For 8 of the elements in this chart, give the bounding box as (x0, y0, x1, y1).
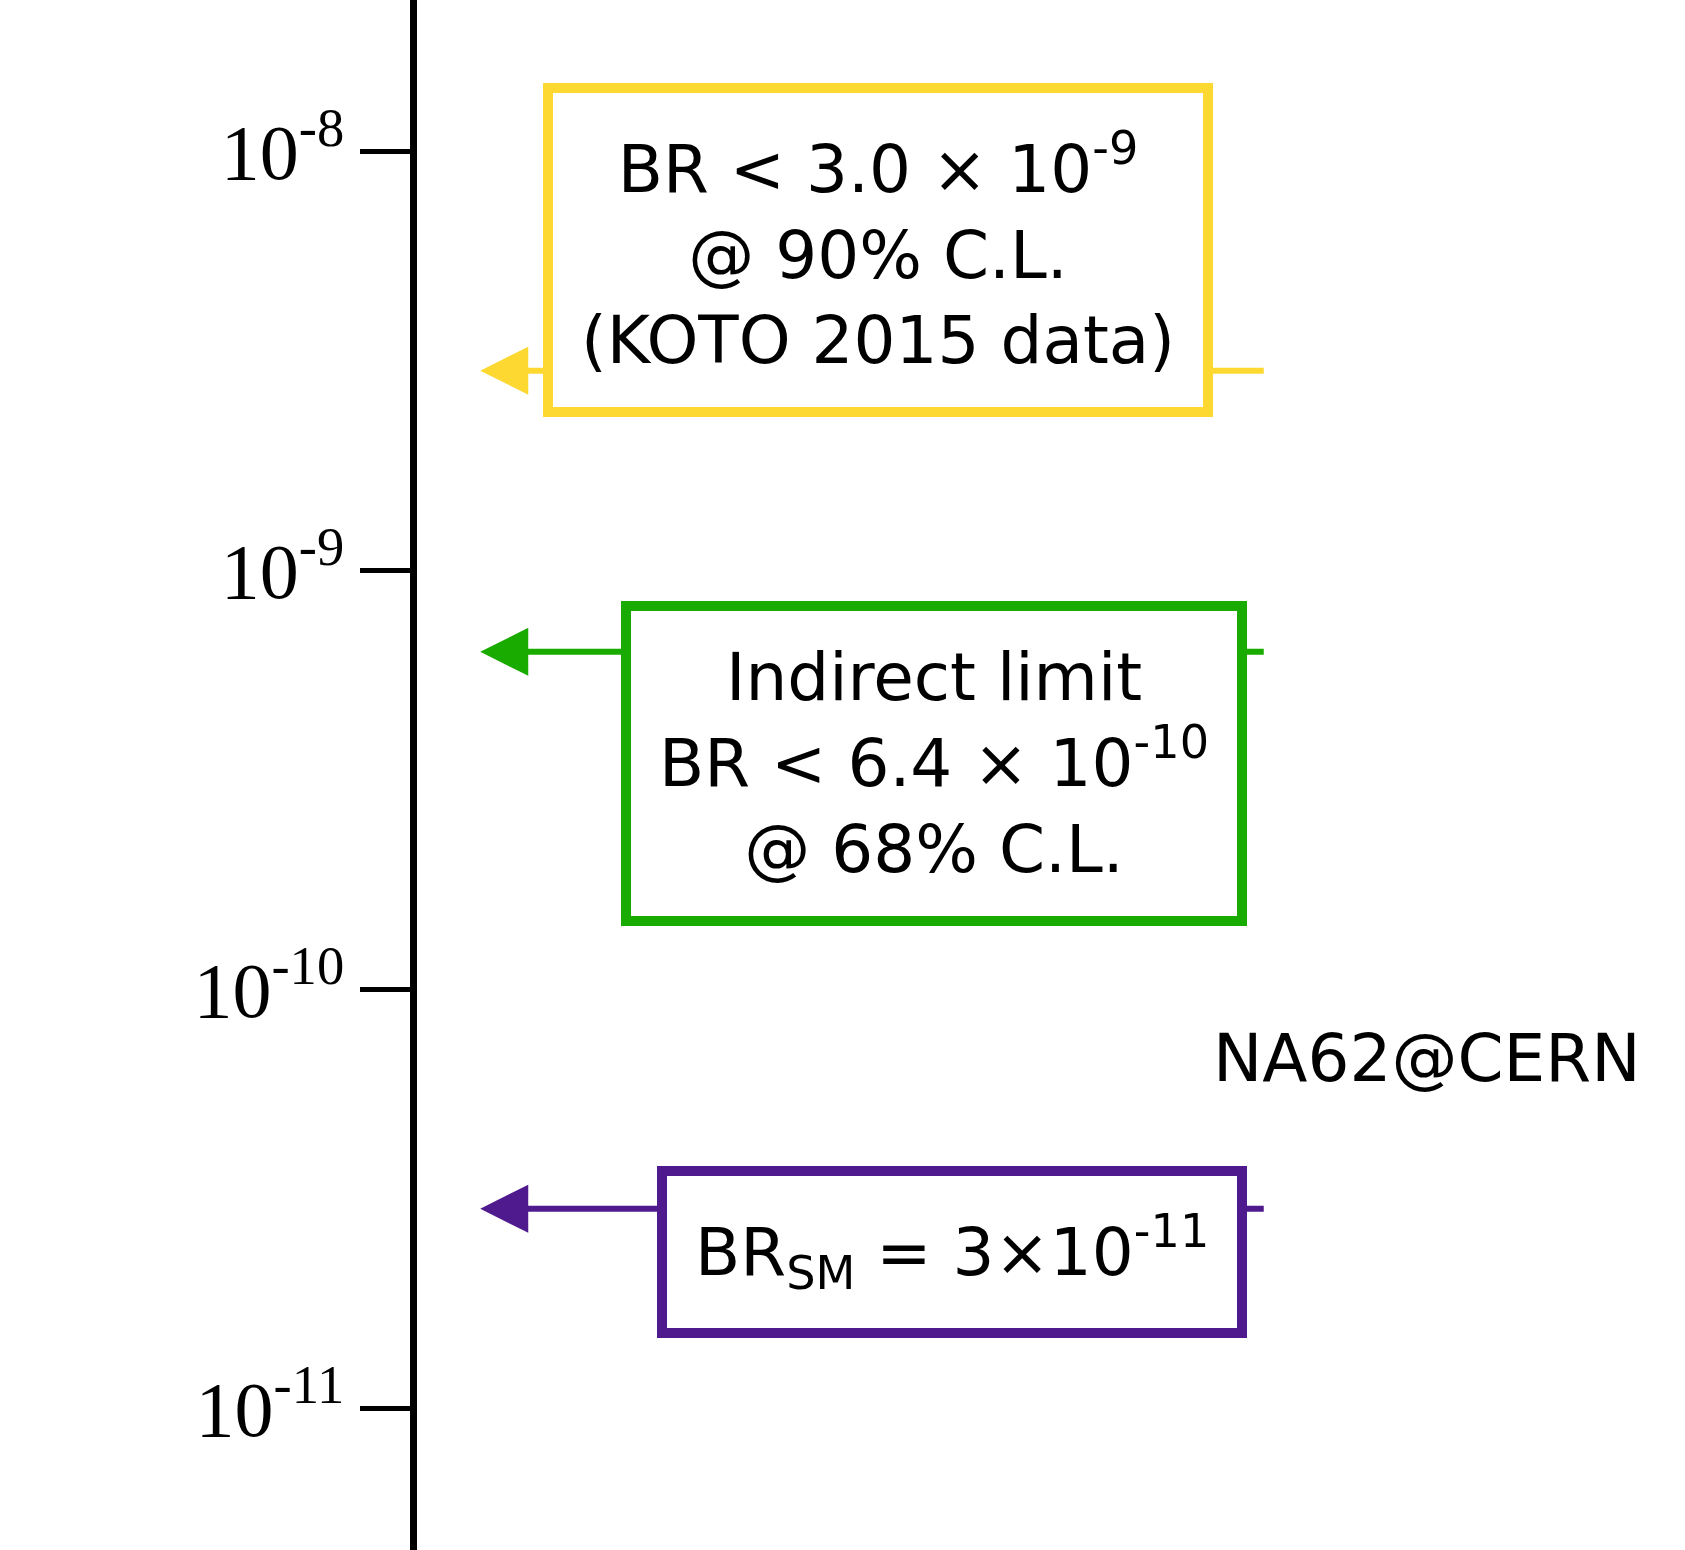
ref-line-label: BR < 3.0 × 10$^{-9}$ @ 90% C.L. (KOTO 2015 data) (581, 121, 1175, 380)
y-tick-label: 10$^{-8}$ (220, 97, 345, 196)
annotation: BR$_{SM}$ = 3×10$^{-11}$ (695, 1204, 1210, 1300)
y-tick-label: 10$^{-11}$ (195, 1354, 345, 1453)
ref-line-label: Indirect limit BR < 6.4 × 10$^{-10}$ @ 68% C.L. (659, 639, 1210, 888)
y-tick-label: 10$^{-9}$ (220, 516, 345, 615)
annotation: NA62@CERN (1213, 1020, 1641, 1097)
y-tick-label: 10$^{-10}$ (193, 935, 345, 1034)
